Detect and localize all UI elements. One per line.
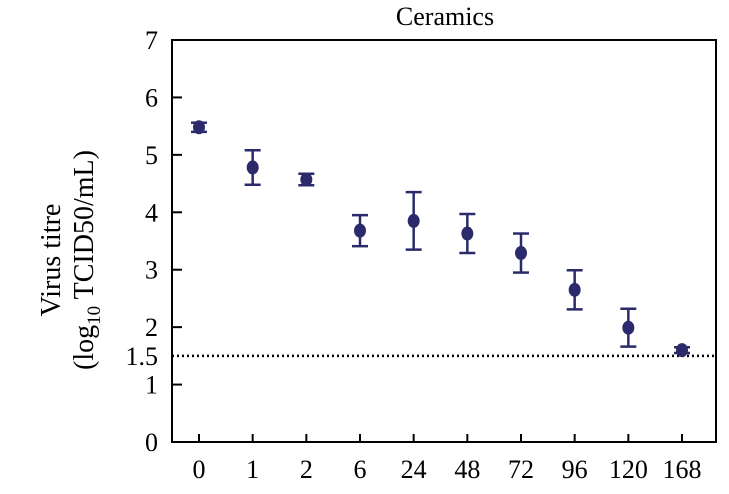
data-point [354,223,366,238]
x-axis: 0 1 2 6 24 48 72 96 120 168 [193,434,702,484]
y-axis-label-suffix: TCID50/mL) [69,150,100,306]
plot-frame [171,39,717,443]
data-point [300,172,313,187]
data-point [622,320,635,335]
data-point-group [459,212,476,255]
x-tick-label: 24 [401,455,427,484]
y-axis-label-sub: 10 [84,306,105,325]
y-axis: 0 1 2 3 4 5 6 7 [145,26,182,457]
chart-title: Ceramics [396,2,494,31]
data-point [407,213,420,228]
data-point-group [405,190,422,251]
data-point [515,246,527,261]
data-point-group [620,307,637,348]
data-point-group [566,269,583,311]
x-tick-label: 0 [193,455,206,484]
x-tick-label: 72 [508,455,534,484]
y-tick-label: 7 [145,26,158,55]
reference-line-label: 1.5 [126,342,159,371]
data-point-group [352,213,368,248]
x-tick-label: 96 [562,455,588,484]
data-point [461,226,474,241]
y-tick-label: 4 [145,198,158,227]
data-point-group [298,172,315,187]
y-tick-label: 3 [145,256,158,285]
y-tick-label: 5 [145,141,158,170]
data-point [193,120,205,135]
y-axis-label-line1: Virus titre [36,204,67,317]
y-tick-label: 1 [145,371,158,400]
y-tick-label: 2 [145,313,158,342]
data-point [568,282,581,297]
y-axis-label-prefix: (log [69,325,100,370]
data-point-group [244,149,261,186]
data-point-group [513,232,529,274]
x-tick-label: 120 [609,455,648,484]
x-tick-label: 48 [454,455,480,484]
x-tick-label: 6 [354,455,367,484]
x-tick-label: 2 [300,455,313,484]
detection-limit: 1.5 [126,342,716,371]
x-tick-label: 168 [663,455,702,484]
data-point-group [674,343,690,358]
data-series [191,120,690,358]
data-point-group [191,120,207,135]
x-tick-label: 1 [246,455,259,484]
y-tick-label: 6 [145,83,158,112]
data-point [246,160,259,175]
data-point [676,343,688,358]
y-tick-label: 0 [145,428,158,457]
y-axis-label-line2: (log10 TCID50/mL) [69,150,105,370]
